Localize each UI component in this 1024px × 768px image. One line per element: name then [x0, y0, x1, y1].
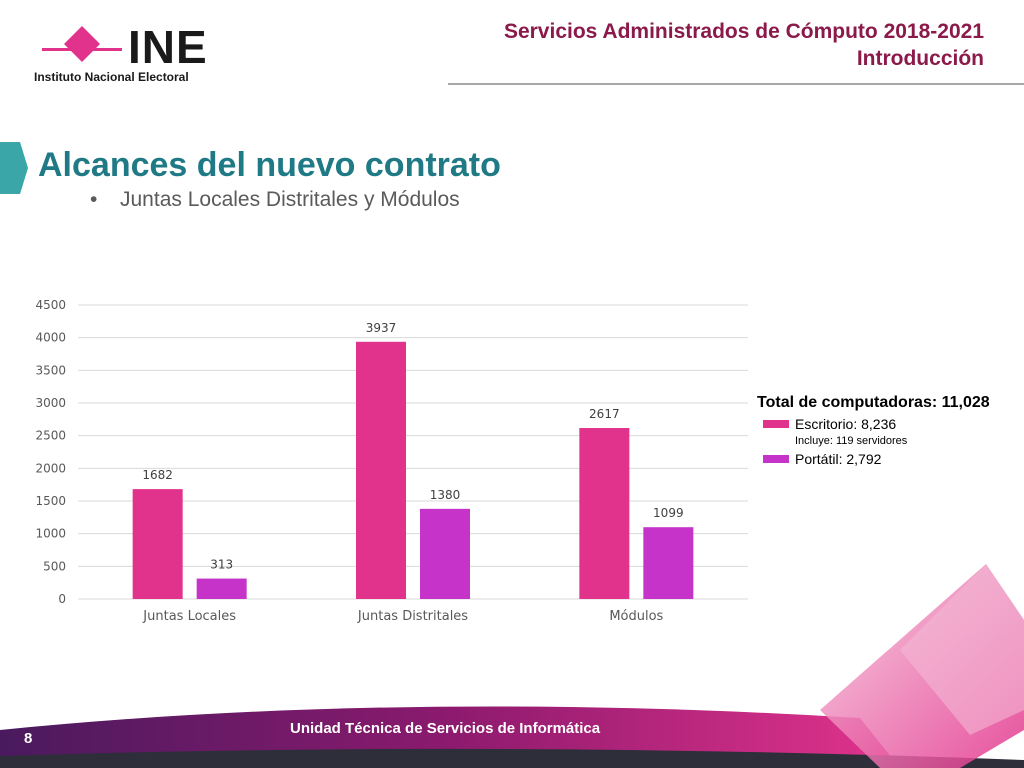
header-title: Servicios Administrados de Cómputo 2018-…	[504, 18, 984, 72]
y-tick-label: 1000	[35, 527, 66, 541]
x-tick-label: Juntas Distritales	[357, 609, 468, 624]
data-label: 313	[210, 558, 233, 572]
y-tick-label: 3500	[35, 363, 66, 377]
bar-portatil	[420, 508, 470, 599]
bullet-text: Juntas Locales Distritales y Módulos	[120, 188, 460, 211]
y-tick-label: 1500	[35, 494, 66, 508]
slide-title: Alcances del nuevo contrato	[38, 146, 501, 184]
legend-swatch-portatil	[763, 455, 789, 463]
bar-escritorio	[579, 428, 630, 599]
y-tick-label: 0	[58, 592, 66, 606]
y-tick-label: 3000	[35, 396, 66, 410]
y-tick-label: 4500	[35, 298, 66, 312]
page-number: 8	[24, 730, 33, 747]
legend-item-portatil: Portátil: 2,792	[757, 451, 1017, 469]
x-tick-label: Módulos	[609, 609, 663, 624]
data-label: 1380	[430, 488, 461, 502]
y-tick-label: 2500	[35, 429, 66, 443]
data-label: 1099	[653, 506, 684, 520]
header-line-2: Introducción	[856, 47, 984, 70]
logo-subtitle: Instituto Nacional Electoral	[34, 70, 189, 84]
bar-chart: 0 500 1000 1500 2000 2500 3000 3500 4000 4500 1682…	[35, 298, 748, 624]
header-line-1: Servicios Administrados de Cómputo 2018-…	[503, 20, 984, 43]
y-tick-label: 2000	[35, 461, 66, 475]
bar-portatil	[196, 578, 247, 599]
data-label: 3937	[366, 321, 397, 335]
ine-logo: INE Instituto Nacional Electoral	[30, 20, 230, 90]
bar-escritorio	[132, 489, 183, 599]
footer-decoration	[0, 564, 1024, 768]
legend-label-escritorio: Escritorio: 8,236	[795, 416, 897, 432]
bar-escritorio	[356, 341, 406, 599]
legend-title: Total de computadoras: 11,028	[757, 394, 990, 411]
legend-note-escritorio: Incluye: 119 servidores	[795, 435, 908, 447]
x-tick-label: Juntas Locales	[142, 609, 236, 624]
header-divider	[448, 83, 1024, 85]
logo-name: INE	[128, 21, 208, 73]
data-label: 2617	[589, 407, 620, 421]
bullet-dot-icon: •	[90, 188, 98, 211]
data-label: 1682	[142, 468, 173, 482]
bullet-item: • Juntas Locales Distritales y Módulos	[90, 188, 460, 212]
ine-diamond-icon	[42, 26, 122, 62]
y-tick-label: 4000	[35, 331, 66, 345]
chart-legend: Total de computadoras: 11,028 Escritorio…	[757, 394, 1017, 469]
title-tab-icon	[0, 142, 28, 194]
legend-item-escritorio: Escritorio: 8,236 Incluye: 119 servidore…	[757, 416, 1017, 447]
y-tick-label: 500	[43, 559, 66, 573]
footer-unit-name: Unidad Técnica de Servicios de Informáti…	[290, 720, 601, 737]
bar-portatil	[643, 527, 694, 599]
legend-swatch-escritorio	[763, 420, 789, 428]
legend-label-portatil: Portátil: 2,792	[795, 451, 882, 467]
